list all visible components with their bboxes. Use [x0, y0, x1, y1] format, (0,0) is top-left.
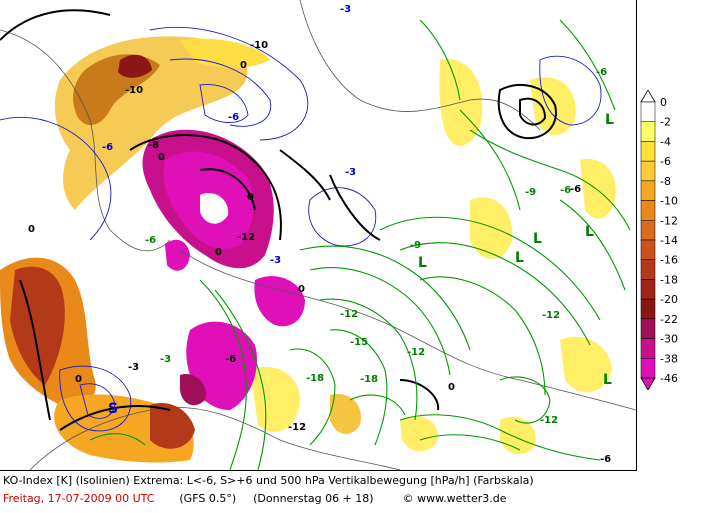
- map-label: -12: [237, 232, 255, 243]
- scale-swatch: [640, 121, 656, 142]
- precip-shading: [0, 36, 616, 463]
- map-label: 0: [28, 224, 35, 235]
- scale-label: -4: [660, 135, 671, 148]
- map-label: L: [605, 112, 614, 128]
- map-label: -6: [102, 142, 113, 153]
- map-label: -6: [560, 185, 571, 196]
- black-isolines: [0, 9, 557, 431]
- footer-run: (Donnerstag 06 + 18): [253, 492, 374, 505]
- map-label: L: [533, 231, 542, 247]
- scale-swatch: [640, 279, 656, 300]
- scale-swatch: [640, 338, 656, 359]
- map-label: 0: [298, 284, 305, 295]
- scale-label: -10: [660, 195, 678, 208]
- scale-label: -6: [660, 155, 671, 168]
- scale-label: -2: [660, 116, 671, 129]
- scale-label: -22: [660, 313, 678, 326]
- map-label: -10: [125, 85, 143, 96]
- scale-swatch: [640, 160, 656, 182]
- scale-label: -38: [660, 352, 678, 365]
- map-label: -3: [128, 362, 139, 373]
- scale-label: -18: [660, 273, 678, 286]
- color-scale: 0 -2 -4 -6 -8 -10 -12 -14 -16 -18 -20 -22 -30 -38 -46: [638, 89, 704, 391]
- color-scale-svg: 0 -2 -4 -6 -8 -10 -12 -14 -16 -18 -20 -22 -30 -38 -46: [640, 89, 678, 391]
- map-label: -10: [250, 40, 268, 51]
- footer-model: (GFS 0.5°): [179, 492, 237, 505]
- map-label: 0: [75, 374, 82, 385]
- footer: KO-Index [K] (Isolinien) Extrema: L<-6, …: [0, 472, 636, 513]
- map-label: -6: [228, 112, 239, 123]
- map-panel: 0 0 0 0 0 0 0 0 -3 -6 -6 -3 -3 -6 -9 -12 -12 -15 -18 -18 -12…: [0, 0, 637, 471]
- scale-swatch: [640, 298, 656, 320]
- scale-label: -14: [660, 234, 678, 247]
- scale-top-arrow: [640, 89, 656, 103]
- map-label: S: [108, 401, 118, 417]
- scale-swatch: [640, 141, 656, 162]
- map-label: -9: [525, 187, 536, 198]
- map-label: -6: [596, 67, 607, 78]
- map-label: L: [585, 224, 594, 240]
- scale-bottom-arrow: [640, 377, 656, 391]
- map-label: -6: [600, 454, 611, 465]
- map-label: -12: [340, 309, 358, 320]
- map-label: -9: [410, 240, 421, 251]
- map-label: 0: [158, 152, 165, 163]
- map-label: -3: [160, 354, 171, 365]
- map-label: -3: [270, 255, 281, 266]
- scale-swatch: [640, 239, 656, 260]
- scale-label: 0: [660, 96, 667, 109]
- scale-label: -30: [660, 333, 678, 346]
- map-label: -18: [360, 374, 378, 385]
- footer-info-row: Freitag, 17-07-2009 00 UTC (GFS 0.5°) (D…: [3, 492, 507, 506]
- scale-swatch: [640, 180, 656, 201]
- map-label: -12: [407, 347, 425, 358]
- scale-label: -12: [660, 214, 678, 227]
- map-label: 0: [215, 247, 222, 258]
- map-label: -12: [288, 422, 306, 433]
- footer-date: Freitag, 17-07-2009 00 UTC: [3, 492, 155, 505]
- footer-description: KO-Index [K] (Isolinien) Extrema: L<-6, …: [3, 474, 534, 487]
- coastlines: [0, 0, 636, 470]
- scale-label: -16: [660, 254, 678, 267]
- map-label: -12: [542, 310, 560, 321]
- scale-swatch: [640, 358, 656, 379]
- footer-credit: © www.wetter3.de: [402, 492, 507, 505]
- map-label: -15: [350, 337, 368, 348]
- map-label: L: [418, 255, 427, 271]
- map-label: -8: [148, 140, 159, 151]
- map-label: -18: [306, 373, 324, 384]
- scale-swatch: [640, 259, 656, 280]
- scale-swatch: [640, 101, 656, 122]
- scale-swatch: [640, 318, 656, 339]
- map-label: 0: [247, 192, 254, 203]
- map-label: L: [603, 372, 612, 388]
- map-label: -6: [145, 235, 156, 246]
- scale-swatch: [640, 220, 656, 241]
- map-label: 0: [240, 60, 247, 71]
- map-label: -6: [225, 354, 236, 365]
- map-label: -3: [340, 4, 351, 15]
- scale-label: -46: [660, 372, 678, 385]
- scale-label: -20: [660, 293, 678, 306]
- scale-swatch: [640, 200, 656, 221]
- map-label: -3: [345, 167, 356, 178]
- map-label: -6: [570, 184, 581, 195]
- map-label: -12: [540, 415, 558, 426]
- scale-label: -8: [660, 175, 671, 188]
- green-isolines: [89, 19, 631, 470]
- map-label: L: [515, 250, 524, 266]
- map-label: 0: [448, 382, 455, 393]
